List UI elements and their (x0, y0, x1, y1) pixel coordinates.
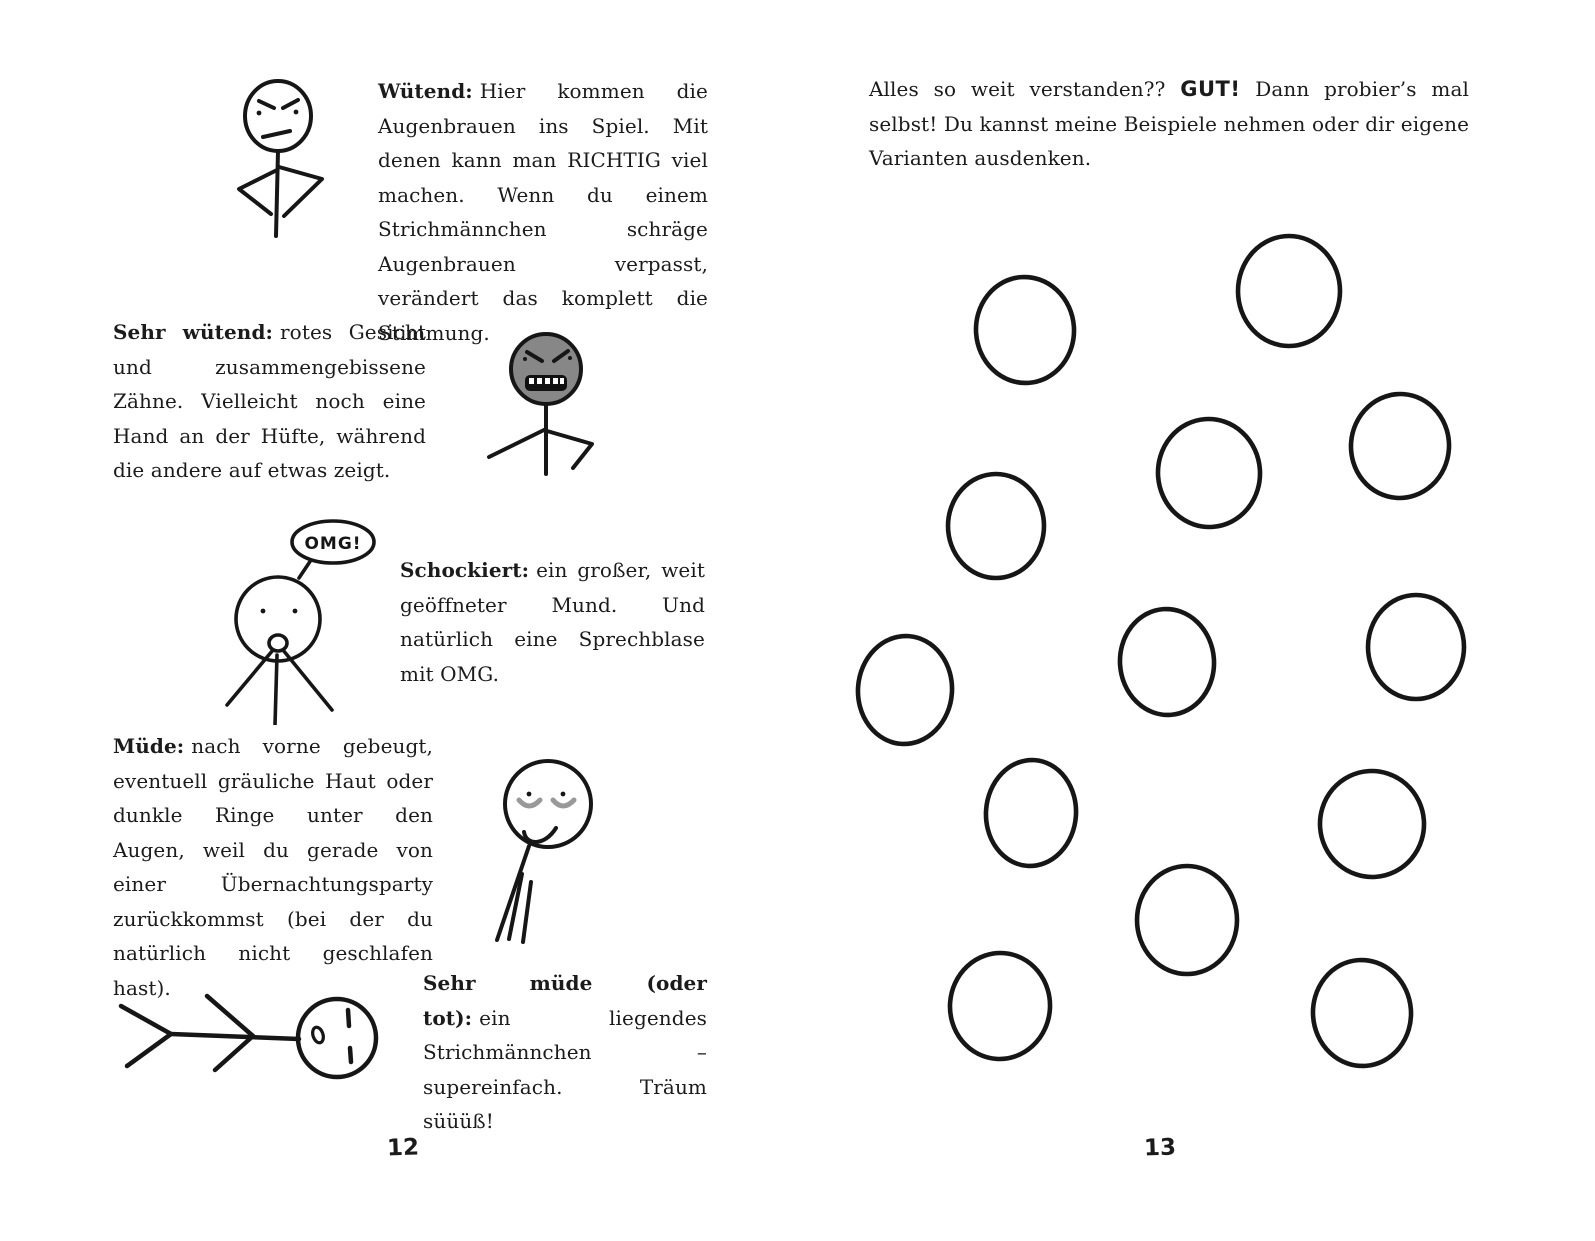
angry-body (274, 149, 280, 238)
section-sehr-muede-body: ein liegendes Strichmännchen – supereinf… (423, 1005, 707, 1134)
shocked-right-eye (292, 608, 298, 614)
very-angry-right-eye (568, 356, 572, 360)
practice-circle (945, 471, 1047, 581)
lying-closed-eye-2 (347, 1045, 354, 1065)
shocked-open-mouth (267, 633, 289, 653)
section-schockiert-body: ein großer, weit geöffneter Mund. Und na… (400, 558, 705, 686)
lying-figure-drawing (103, 958, 393, 1096)
angry-mouth (261, 129, 292, 139)
speech-bubble (290, 519, 376, 565)
section-sehr-muede-label: Sehr müde (oder tot): (423, 971, 707, 1030)
angry-figure-drawing (198, 60, 363, 250)
section-muede-text: Müde: nach vorne gebeugt, eventuell gräul… (113, 729, 433, 1005)
very-angry-left-eye (523, 357, 527, 361)
angry-left-arm (237, 168, 279, 216)
tired-left-eye (526, 791, 532, 797)
practice-circle (1155, 416, 1263, 530)
tired-right-eye (560, 791, 566, 797)
tired-left-arm (507, 872, 524, 941)
practice-circle (1348, 391, 1452, 501)
practice-circle (1235, 233, 1343, 349)
tired-left-eye-bag (516, 797, 543, 809)
speech-bubble-text: OMG! (304, 534, 361, 554)
section-schockiert-text: Schockiert: ein großer, weit geöffneter M… (400, 553, 705, 691)
practice-circle (1365, 592, 1467, 702)
practice-circle (1317, 768, 1427, 880)
lying-arm-2 (212, 1033, 256, 1073)
intro-gut-emphasis: GUT! (1180, 77, 1241, 101)
tired-frown-mouth (522, 826, 558, 844)
section-sehr-wuetend-text: Sehr wütend: rotes Gesicht und zusammenge… (113, 315, 426, 488)
section-schockiert-label: Schockiert: (400, 558, 530, 582)
page-number-right: 13 (1143, 1134, 1177, 1162)
intro-post: Dann probier’s mal selbst! Du kannst mei… (869, 77, 1469, 170)
section-sehr-muede-text: Sehr müde (oder tot): ein liegendes Stric… (423, 966, 707, 1139)
lying-leg-2 (124, 1031, 174, 1069)
section-wuetend-body: Hier kommen die Augenbrauen ins Spiel. M… (378, 79, 708, 345)
section-wuetend-text: Wütend: Hier kommen die Augenbrauen ins S… (378, 74, 708, 350)
lying-mouth (311, 1025, 325, 1045)
tired-right-eye-bag (550, 797, 577, 809)
shocked-figure-drawing: OMG! (210, 513, 395, 725)
shocked-left-arm (225, 648, 275, 707)
section-sehr-wuetend-label: Sehr wütend: (113, 320, 274, 344)
very-angry-right-brow (552, 349, 570, 363)
shocked-body (273, 653, 279, 725)
practice-circle (1310, 957, 1414, 1069)
section-sehr-wuetend-body: rotes Gesicht und zusammengebissene Zähn… (113, 320, 426, 482)
right-intro-paragraph: Alles so weit verstanden?? GUT! Dann pro… (869, 72, 1469, 176)
teeth (529, 378, 564, 384)
shocked-left-eye (260, 608, 266, 614)
very-angry-pointing-arm (487, 427, 548, 459)
practice-circle (947, 950, 1053, 1062)
practice-circle (1134, 863, 1240, 977)
angry-right-brow (281, 98, 300, 110)
lying-head (295, 996, 379, 1080)
angry-left-brow (257, 99, 276, 110)
angry-right-arm (277, 165, 324, 218)
tired-body (495, 844, 531, 942)
very-angry-left-brow (525, 350, 544, 363)
angry-right-eye (293, 109, 299, 115)
tired-head (503, 759, 593, 849)
practice-circle (973, 274, 1077, 386)
practice-circle (983, 757, 1079, 869)
lying-body (168, 1031, 302, 1042)
very-angry-figure-drawing (468, 318, 620, 480)
intro-pre: Alles so weit verstanden?? (869, 77, 1181, 101)
section-wuetend-label: Wütend: (378, 79, 473, 103)
section-muede-body: nach vorne gebeugt, eventuell gräuliche … (113, 734, 433, 1000)
angry-left-eye (256, 110, 262, 116)
practice-circle (1117, 606, 1217, 718)
tired-right-arm (521, 880, 533, 944)
practice-circle (855, 633, 955, 747)
section-muede-label: Müde: (113, 734, 185, 758)
tired-figure-drawing (458, 742, 620, 944)
lying-leg-1 (118, 1003, 174, 1037)
lying-closed-eye-1 (345, 1007, 352, 1029)
lying-arm-1 (204, 993, 256, 1039)
very-angry-hip-arm (545, 429, 594, 470)
shocked-right-arm (281, 648, 334, 712)
speech-bubble-tail (297, 558, 313, 580)
